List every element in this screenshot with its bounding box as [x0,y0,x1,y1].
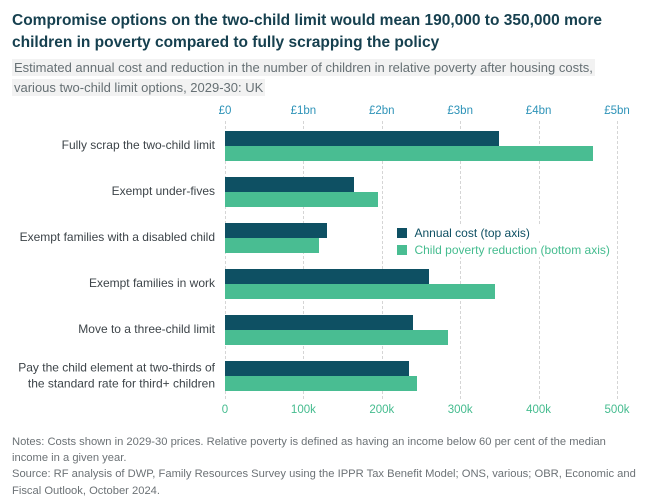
poverty-reduction-bar [225,284,496,299]
poverty-reduction-bar [225,330,449,345]
chart-row: Exempt under-fives [112,169,617,215]
chart-row: Exempt families with a disabled child [20,215,617,261]
bottom-axis-tick: 100k [290,404,316,416]
annual-cost-bar [225,269,429,284]
poverty-reduction-bar [225,376,418,391]
poverty-reduction-swatch-icon [397,245,408,255]
category-label: Exempt families in work [88,276,215,291]
chart-legend: Annual cost (top axis) Child poverty red… [397,223,610,260]
annual-cost-swatch-icon [397,228,408,238]
annual-cost-bar [225,177,355,192]
grid-line [538,121,540,399]
poverty-reduction-bar [225,238,320,253]
bottom-axis: 0 100k 200k 300k 400k 500k [221,404,630,420]
top-axis: £0 £1bn £2bn £3bn £4bn £5bn [219,105,630,123]
annual-cost-bar [225,223,327,238]
top-axis-tick: £2bn [369,105,395,117]
annual-cost-bar [225,315,414,330]
grid-line [617,121,618,399]
category-label: Fully scrap the two-child limit [61,138,215,153]
chart-row: Pay the child element at two-thirds of t… [18,353,617,399]
chart-title: Compromise options on the two-child limi… [12,12,602,51]
bottom-axis-tick: 300k [447,404,473,416]
top-axis-tick: £5bn [604,105,630,117]
grid-line [381,121,383,399]
top-axis-tick: £4bn [525,105,552,117]
plot-area: Annual cost (top axis) Child poverty red… [18,121,618,399]
legend-label-poverty-reduction: Child poverty reduction (bottom axis) [414,243,610,257]
chart-footer: Notes: Costs shown in 2029-30 prices. Re… [12,434,645,499]
category-label: Exempt under-fives [111,184,215,199]
chart-row: Exempt families in work [89,261,617,307]
legend-label-annual-cost: Annual cost (top axis) [414,226,530,240]
chart-header: Compromise options on the two-child limi… [0,0,657,97]
bottom-axis-tick: 200k [369,404,395,416]
grid-line [303,121,305,399]
bottom-axis-tick: 400k [526,404,552,416]
legend-item-poverty-reduction: Child poverty reduction (bottom axis) [397,243,610,257]
bottom-axis-tick: 500k [604,404,630,416]
grid-line [460,121,462,399]
category-label: Move to a three-child limit [78,322,215,337]
category-label: Pay the child element at two-thirds of t… [18,360,215,390]
chart-row: Fully scrap the two-child limit [62,123,617,169]
top-axis-tick: £0 [218,105,232,117]
chart-subtitle: Estimated annual cost and reduction in t… [12,59,595,96]
category-label: Exempt families with a disabled child [19,230,215,245]
annual-cost-bar [225,131,500,146]
legend-item-annual-cost: Annual cost (top axis) [397,226,610,240]
annual-cost-bar [225,361,410,376]
grid-line [225,121,226,399]
top-axis-tick: £1bn [290,105,317,117]
bottom-axis-tick: 0 [221,404,229,416]
bar-chart: £0 £1bn £2bn £3bn £4bn £5bn Annual cost (top … [18,105,630,420]
poverty-reduction-bar [225,146,594,161]
source-text: Source: RF analysis of DWP, Family Resou… [12,468,636,497]
chart-row: Move to a three-child limit [78,307,617,353]
top-axis-tick: £3bn [447,105,473,117]
notes-text: Notes: Costs shown in 2029-30 prices. Re… [12,436,606,465]
poverty-reduction-bar [225,192,378,207]
